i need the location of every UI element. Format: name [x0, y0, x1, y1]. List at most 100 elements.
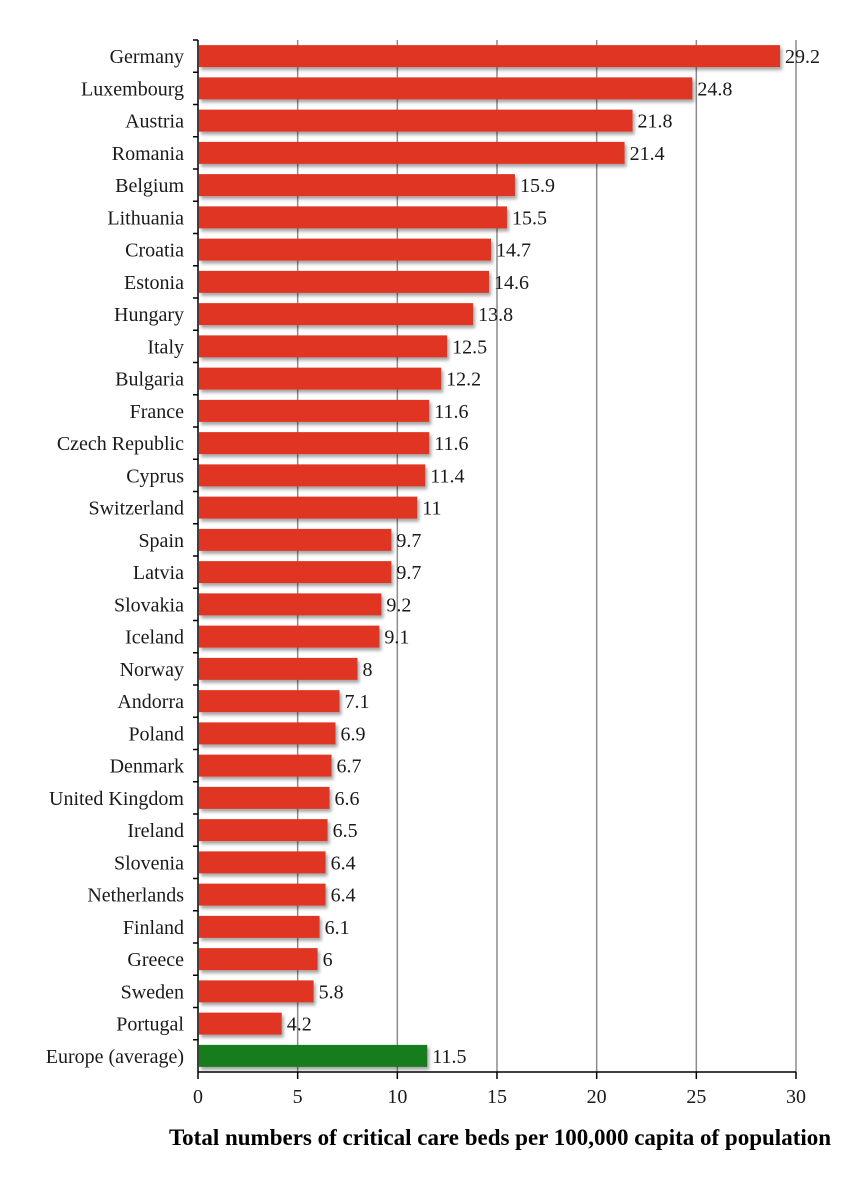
data-label: 6.7	[337, 756, 362, 778]
data-label: 14.6	[494, 272, 529, 294]
bar	[199, 206, 507, 229]
axes	[193, 39, 797, 1079]
bar	[199, 367, 442, 390]
data-label: 15.5	[512, 207, 547, 229]
category-label: Andorra	[117, 691, 184, 713]
category-label: Luxembourg	[81, 78, 184, 100]
data-label: 11.5	[432, 1046, 466, 1068]
x-tick-label: 30	[786, 1086, 806, 1108]
category-label: Europe (average)	[46, 1046, 184, 1068]
category-label: Spain	[138, 530, 184, 552]
data-label: 11.4	[430, 465, 464, 487]
bar	[199, 238, 492, 261]
bar	[199, 625, 380, 648]
bar	[199, 690, 340, 713]
data-label: 6.5	[333, 820, 358, 842]
data-label: 6	[323, 949, 333, 971]
bar	[199, 657, 358, 680]
bar	[199, 109, 633, 132]
bar	[199, 851, 326, 874]
data-label: 14.7	[496, 240, 531, 262]
data-label: 11.6	[434, 433, 468, 455]
bars	[199, 45, 781, 1067]
category-label: United Kingdom	[49, 788, 184, 810]
bar	[199, 174, 515, 197]
data-label: 24.8	[697, 78, 732, 100]
bar	[199, 561, 392, 584]
category-label: Greece	[127, 949, 184, 971]
category-label: Belgium	[115, 175, 184, 197]
bar	[199, 722, 336, 745]
labels: 0 5 10 15 20 25 30 Germany 29.2 Luxembourg 24.8 Aus…	[46, 46, 820, 1108]
data-label: 9.7	[396, 562, 421, 584]
bar	[199, 528, 392, 551]
category-label: Latvia	[133, 562, 184, 584]
data-label: 12.2	[446, 369, 481, 391]
x-tick-label: 0	[193, 1086, 203, 1108]
bar	[199, 980, 314, 1003]
bar	[199, 432, 430, 455]
category-label: Netherlands	[87, 885, 184, 907]
bar	[199, 786, 330, 809]
bar	[199, 141, 625, 164]
data-label: 6.4	[331, 885, 356, 907]
category-label: Croatia	[125, 240, 184, 262]
bar	[199, 593, 382, 616]
data-label: 5.8	[319, 981, 344, 1003]
category-label: Czech Republic	[57, 433, 184, 455]
data-label: 7.1	[345, 691, 370, 713]
x-tick-label: 25	[686, 1086, 706, 1108]
data-label: 15.9	[520, 175, 555, 197]
data-label: 29.2	[785, 46, 820, 68]
category-label: Denmark	[110, 756, 184, 778]
category-label: Sweden	[121, 981, 184, 1003]
bar	[199, 819, 328, 842]
category-label: Portugal	[116, 1014, 184, 1036]
data-label: 11.6	[434, 401, 468, 423]
data-label: 9.1	[384, 627, 409, 649]
category-label: Austria	[125, 111, 184, 133]
bar	[199, 754, 332, 777]
category-label: Norway	[120, 659, 184, 681]
category-label: Slovenia	[114, 852, 184, 874]
bar	[199, 464, 426, 487]
bar	[199, 948, 318, 971]
category-label: Romania	[112, 143, 184, 165]
category-label: Cyprus	[126, 465, 184, 487]
category-label: Switzerland	[88, 498, 184, 520]
bar	[199, 883, 326, 906]
category-label: Italy	[147, 336, 184, 358]
category-label: Bulgaria	[115, 369, 184, 391]
data-label: 6.1	[325, 917, 350, 939]
x-tick-label: 20	[587, 1086, 607, 1108]
category-label: Iceland	[125, 627, 184, 649]
data-label: 11	[422, 498, 441, 520]
bar	[199, 399, 430, 422]
x-tick-label: 15	[487, 1086, 507, 1108]
data-label: 8	[362, 659, 372, 681]
data-label: 13.8	[478, 304, 513, 326]
bar	[199, 45, 781, 68]
category-label: Estonia	[124, 272, 184, 294]
bar	[199, 270, 490, 293]
bar	[199, 915, 320, 938]
category-label: Hungary	[114, 304, 184, 326]
category-label: Slovakia	[114, 594, 184, 616]
bar	[199, 303, 474, 326]
data-label: 6.9	[341, 723, 366, 745]
data-label: 12.5	[452, 336, 487, 358]
category-label: Germany	[110, 46, 184, 68]
data-label: 21.8	[638, 111, 673, 133]
bar	[199, 496, 418, 519]
data-label: 6.4	[331, 852, 356, 874]
category-label: France	[130, 401, 185, 423]
data-label: 6.6	[335, 788, 360, 810]
category-label: Finland	[123, 917, 184, 939]
category-label: Lithuania	[107, 207, 184, 229]
bar	[199, 77, 693, 100]
data-label: 9.7	[396, 530, 421, 552]
x-tick-label: 5	[293, 1086, 303, 1108]
category-label: Ireland	[127, 820, 184, 842]
